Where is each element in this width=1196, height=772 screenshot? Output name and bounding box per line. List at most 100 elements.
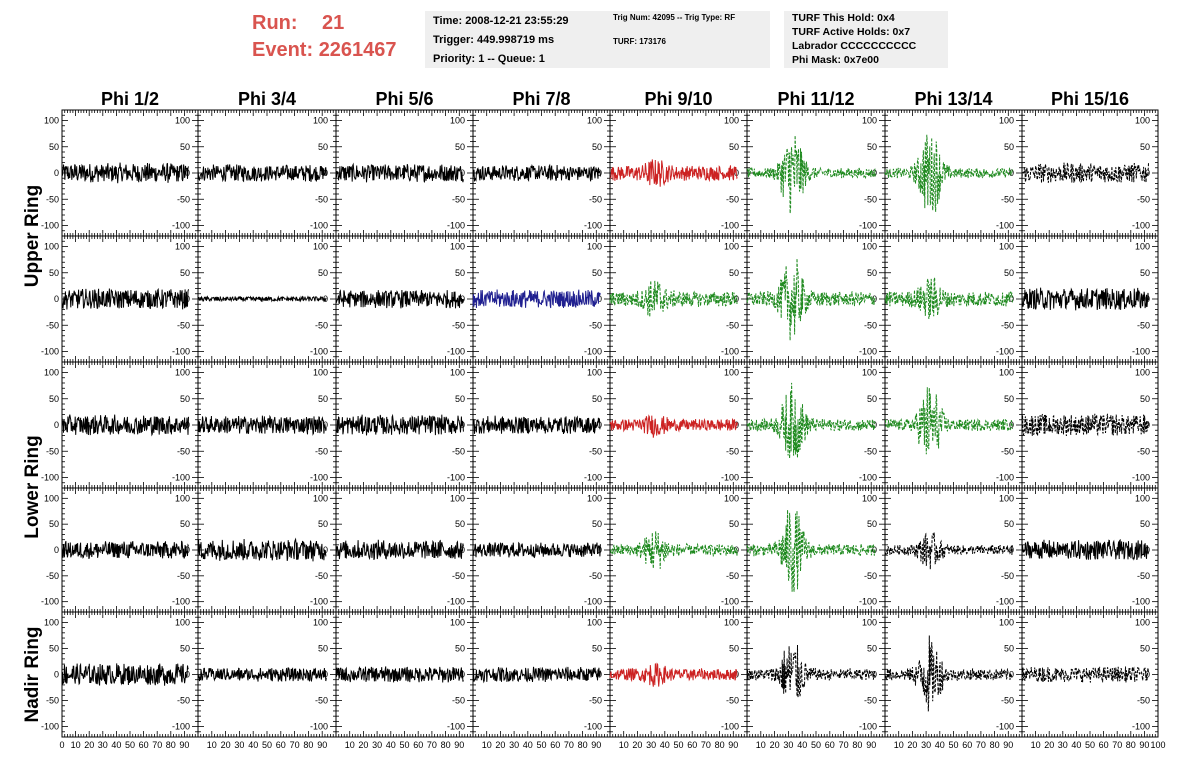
waveform-trace xyxy=(472,163,601,182)
waveform-trace xyxy=(197,164,327,183)
y-tick-label: -100 xyxy=(310,347,328,357)
y-tick-label: -50 xyxy=(315,571,328,581)
column-title: Phi 5/6 xyxy=(375,89,433,109)
y-tick-label: 50 xyxy=(729,394,739,404)
y-tick-label: -50 xyxy=(1001,446,1014,456)
y-tick-label: -50 xyxy=(864,194,877,204)
panel-frame xyxy=(1021,361,1159,489)
event-label: Event: xyxy=(252,39,314,61)
y-tick-label: 50 xyxy=(867,394,877,404)
y-tick-label: 0 xyxy=(460,294,465,304)
time-text: Time: 2008-12-21 23:55:29 xyxy=(433,15,569,27)
y-tick-label: 100 xyxy=(313,368,328,378)
y-tick-label: 50 xyxy=(592,394,602,404)
y-tick-label: -50 xyxy=(315,446,328,456)
y-tick-label: -100 xyxy=(996,473,1014,483)
y-tick-label: -100 xyxy=(584,597,602,607)
turf-hold-text: TURF This Hold: 0x4 xyxy=(792,12,895,24)
y-tick-label: -50 xyxy=(452,320,465,330)
y-tick-label: 100 xyxy=(313,116,328,126)
y-tick-label: -50 xyxy=(1137,446,1150,456)
waveform-trace xyxy=(335,289,464,309)
y-tick-label: 100 xyxy=(999,493,1014,503)
column-title: Phi 1/2 xyxy=(101,89,159,109)
y-tick-label: -100 xyxy=(859,347,877,357)
y-tick-label: -100 xyxy=(310,473,328,483)
y-tick-label: 100 xyxy=(862,116,877,126)
y-tick-label: 50 xyxy=(592,519,602,529)
waveform-trace xyxy=(1021,413,1149,437)
run-value: 21 xyxy=(322,12,345,34)
y-tick-label: 50 xyxy=(867,519,877,529)
y-tick-label: 50 xyxy=(49,394,59,404)
waveform-trace xyxy=(884,277,1013,320)
turf-active-text: TURF Active Holds: 0x7 xyxy=(792,26,911,38)
y-tick-label: 50 xyxy=(729,519,739,529)
y-tick-label: -100 xyxy=(859,221,877,231)
y-tick-label: -50 xyxy=(1001,194,1014,204)
y-tick-label: 50 xyxy=(318,268,328,278)
y-tick-label: 100 xyxy=(1135,368,1150,378)
y-tick-label: 0 xyxy=(54,545,59,555)
y-tick-label: 50 xyxy=(1004,268,1014,278)
y-tick-label: 50 xyxy=(1140,268,1150,278)
y-tick-label: 100 xyxy=(999,242,1014,252)
waveform-trace xyxy=(609,280,738,317)
row-group-label: Nadir Ring xyxy=(22,626,43,722)
y-tick-label: -50 xyxy=(177,571,190,581)
y-tick-label: 100 xyxy=(313,493,328,503)
y-tick-label: 0 xyxy=(1145,420,1150,430)
event-line: Event: 2261467 xyxy=(252,37,397,64)
waveform-trace xyxy=(335,162,464,183)
y-tick-label: 100 xyxy=(724,242,739,252)
y-tick-label: -100 xyxy=(447,221,465,231)
y-tick-label: -50 xyxy=(864,446,877,456)
y-tick-label: 50 xyxy=(1004,142,1014,152)
y-tick-label: -100 xyxy=(172,473,190,483)
column-title: Phi 13/14 xyxy=(914,89,992,109)
waveform-trace xyxy=(197,537,327,562)
y-tick-label: -100 xyxy=(310,597,328,607)
y-tick-label: -100 xyxy=(721,221,739,231)
y-tick-label: 0 xyxy=(54,294,59,304)
y-tick-label: 50 xyxy=(592,142,602,152)
labrador-text: Labrador CCCCCCCCCC xyxy=(792,40,917,52)
y-tick-label: 100 xyxy=(862,493,877,503)
y-tick-label: 50 xyxy=(729,142,739,152)
turf-text: TURF: 173176 xyxy=(613,37,666,46)
y-tick-label: 100 xyxy=(175,493,190,503)
y-tick-label: 100 xyxy=(450,116,465,126)
y-tick-label: 50 xyxy=(49,519,59,529)
waveform-trace xyxy=(1021,162,1149,184)
y-tick-label: -100 xyxy=(721,347,739,357)
y-tick-label: -50 xyxy=(46,194,59,204)
y-tick-label: 0 xyxy=(323,420,328,430)
y-tick-label: -100 xyxy=(584,473,602,483)
y-tick-label: 100 xyxy=(587,493,602,503)
y-tick-label: -100 xyxy=(172,347,190,357)
y-tick-label: -100 xyxy=(1132,473,1150,483)
run-line: Run: 21 xyxy=(252,10,397,37)
y-tick-label: 50 xyxy=(867,142,877,152)
y-tick-label: 100 xyxy=(587,242,602,252)
waveform-trace xyxy=(884,134,1013,212)
y-tick-label: 50 xyxy=(1140,142,1150,152)
y-tick-label: -100 xyxy=(859,597,877,607)
waveform-trace xyxy=(746,258,876,341)
y-tick-label: 50 xyxy=(180,268,190,278)
y-tick-label: 100 xyxy=(44,242,59,252)
waveform-trace xyxy=(335,413,464,436)
waveform-trace xyxy=(746,382,876,459)
y-tick-label: -100 xyxy=(859,473,877,483)
waveform-trace xyxy=(609,159,738,187)
phi-mask-text: Phi Mask: 0x7e00 xyxy=(792,54,879,66)
waveform-trace xyxy=(746,509,876,592)
y-tick-label: -50 xyxy=(315,320,328,330)
column-title: Phi 11/12 xyxy=(777,89,854,109)
y-tick-label: -100 xyxy=(996,597,1014,607)
y-tick-label: 50 xyxy=(455,142,465,152)
y-tick-label: 50 xyxy=(455,394,465,404)
y-tick-label: -100 xyxy=(447,597,465,607)
y-tick-label: 50 xyxy=(867,268,877,278)
y-tick-label: -100 xyxy=(172,221,190,231)
